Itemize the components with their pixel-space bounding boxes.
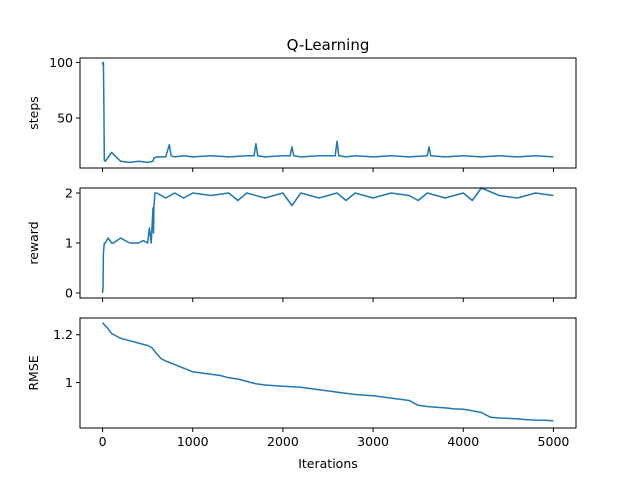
chart-title: Q-Learning: [287, 36, 370, 54]
rmse-y-tick-label: 1: [65, 375, 73, 390]
rmse-axes-frame: [79, 317, 577, 429]
x-tick-label: 1000: [177, 434, 209, 449]
x-tick-label: 3000: [357, 434, 389, 449]
steps-y-tick-label: 100: [49, 55, 73, 70]
rmse-y-axis-label: RMSE: [26, 355, 41, 390]
x-tick-label: 4000: [447, 434, 479, 449]
steps-subplot: 100 50 steps: [26, 55, 577, 172]
rmse-series-line: [101, 322, 554, 422]
reward-y-axis-label: reward: [26, 221, 41, 264]
rmse-subplot: 1.2 1 0 1000 2000 3000 4000 5000 RMSE: [26, 317, 577, 449]
reward-series-line: [101, 187, 554, 294]
reward-y-tick-label: 2: [65, 186, 73, 201]
x-tick-label: 0: [99, 434, 107, 449]
steps-y-tick-label: 50: [57, 111, 73, 126]
reward-y-tick-label: 0: [65, 286, 73, 301]
rmse-y-tick-label: 1.2: [53, 327, 73, 342]
steps-axes-frame: [79, 57, 577, 169]
steps-y-axis-label: steps: [26, 96, 41, 130]
x-tick-label: 2000: [267, 434, 299, 449]
x-tick-label: 5000: [538, 434, 570, 449]
reward-y-tick-label: 1: [65, 236, 73, 251]
reward-subplot: 0 1 2 reward: [26, 186, 577, 302]
x-axis-label: Iterations: [298, 456, 358, 471]
steps-series-line: [101, 61, 554, 164]
